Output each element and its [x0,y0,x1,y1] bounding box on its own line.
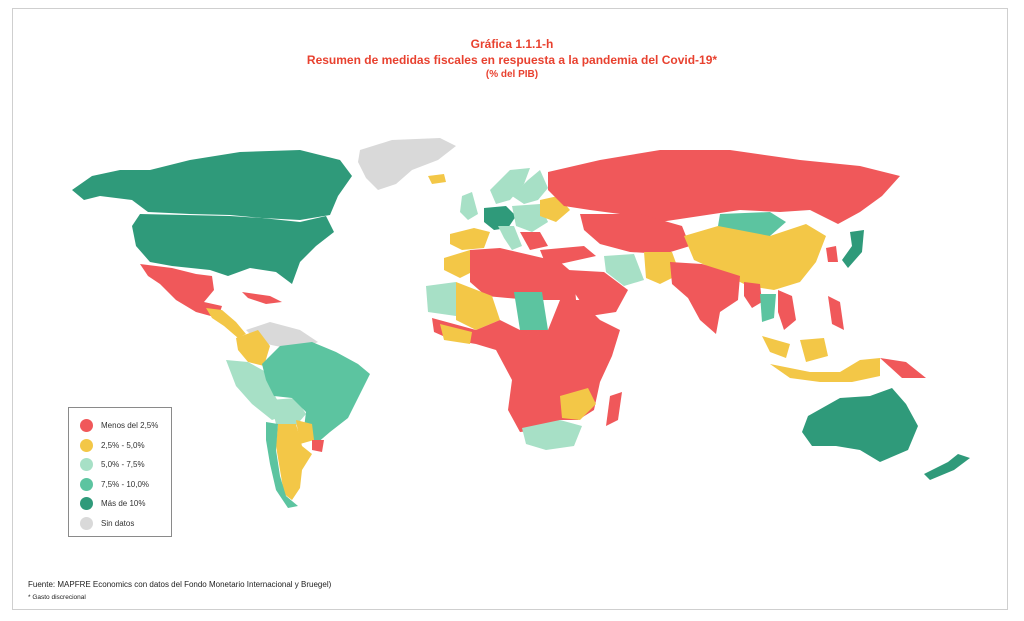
region-borneo [800,338,828,362]
legend-swatch [80,458,93,472]
region-usa [132,214,334,284]
region-thailand [760,294,776,322]
region-norway [490,168,530,204]
legend-item: Sin datos [69,514,171,534]
footnote: * Gasto discrecional [28,594,86,601]
legend-swatch [80,419,93,433]
region-new-zealand [924,454,970,480]
legend-label: 7,5% - 10,0% [101,479,150,489]
region-australia [802,388,918,462]
source-note: Fuente: MAPFRE Economics con datos del F… [28,580,332,589]
region-sweden-finland [512,170,548,204]
region-morocco [444,250,476,278]
region-russia [548,150,900,224]
figure-number: Gráfica 1.1.1-h [470,37,554,51]
legend-swatch [80,438,93,452]
region-paraguay [296,420,314,444]
region-caribbean [242,292,282,304]
legend-swatch [80,497,93,511]
legend-swatch [80,516,93,530]
title-block: Gráfica 1.1.1-h Resumen de medidas fisca… [0,36,1024,82]
region-png [880,358,926,378]
legend-label: Menos del 2,5% [101,421,159,431]
legend-item: Más de 10% [69,494,171,514]
figure-frame [12,8,1008,610]
chart-unit: (% del PIB) [485,69,539,80]
region-mali-niger [456,282,500,330]
region-north-africa [470,248,576,300]
region-india [670,262,740,334]
region-colombia [236,330,270,366]
legend-swatch [80,477,93,491]
region-philippines [828,296,844,330]
legend-item: Menos del 2,5% [69,416,171,436]
region-greenland [358,138,456,190]
region-afg-pak [644,252,680,284]
region-france-spain [450,228,490,250]
region-mexico [140,264,222,318]
legend: Menos del 2,5% 2,5% - 5,0% 5,0% - 7,5% 7… [68,407,172,537]
region-central-america [206,308,246,338]
region-vietnam [778,290,796,330]
region-chad [514,292,548,330]
region-europe-west [484,206,516,230]
region-korea [826,246,838,262]
region-japan [842,230,864,268]
legend-label: Más de 10% [101,499,146,509]
region-europe-east [512,204,548,232]
legend-label: Sin datos [101,518,135,528]
region-balkans [520,232,548,250]
region-canada [72,150,352,220]
region-east-africa [560,388,596,420]
region-iceland [428,174,446,184]
region-turkey [540,246,596,264]
region-uk [460,192,478,220]
region-argentina [276,424,312,500]
region-gulf-guinea [440,324,472,344]
region-china [684,224,826,290]
legend-item: 2,5% - 5,0% [69,436,171,456]
region-uruguay [312,440,324,452]
region-malaysia [762,336,790,358]
region-chile [266,422,298,508]
region-myanmar [744,282,762,308]
region-central-asia [580,214,690,254]
region-madagascar [606,392,622,426]
region-south-africa [522,420,582,450]
legend-item: 7,5% - 10,0% [69,475,171,495]
legend-label: 2,5% - 5,0% [101,440,145,450]
chart-title: Resumen de medidas fiscales en respuesta… [306,53,718,67]
region-brazil [262,342,370,444]
region-italy [498,226,522,250]
region-west-africa-mint [426,282,456,316]
legend-item: 5,0% - 7,5% [69,455,171,475]
region-indonesia [770,358,880,382]
region-iran [604,254,644,286]
legend-label: 5,0% - 7,5% [101,460,145,470]
